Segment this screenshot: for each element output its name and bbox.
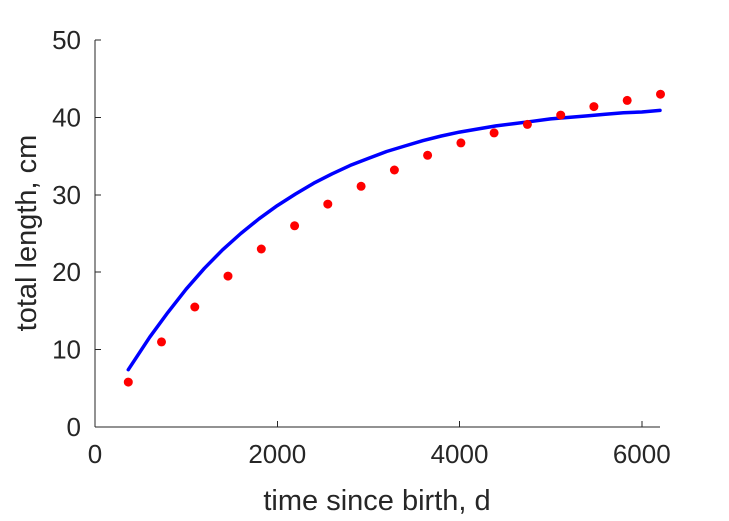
y-tick-label: 40 — [52, 102, 81, 132]
y-tick-label: 30 — [52, 180, 81, 210]
data-point — [589, 102, 599, 112]
data-point — [256, 244, 266, 254]
data-point — [157, 337, 166, 347]
y-tick-label: 10 — [52, 335, 81, 365]
data-point — [622, 95, 632, 105]
x-tick-label: 0 — [88, 439, 102, 469]
data-point — [489, 128, 499, 138]
data-point — [356, 181, 366, 191]
data-point — [423, 150, 433, 160]
x-tick-label: 2000 — [248, 439, 306, 469]
data-point — [290, 221, 300, 231]
x-tick-label: 4000 — [431, 439, 489, 469]
data-point — [223, 271, 233, 281]
y-tick-label: 50 — [52, 25, 81, 55]
data-point — [656, 89, 665, 99]
x-tick-label: 6000 — [613, 439, 671, 469]
data-point — [556, 110, 566, 120]
ticks: 0 2000 4000 6000 0 10 20 30 40 50 — [52, 25, 671, 469]
data-point — [522, 119, 532, 129]
data-point — [323, 199, 333, 209]
y-tick-label: 20 — [52, 257, 81, 287]
data-point — [123, 377, 133, 387]
data-point — [456, 138, 466, 148]
y-axis-label: total length, cm — [11, 135, 43, 332]
plot-area — [123, 89, 665, 387]
axes — [94, 40, 660, 428]
y-tick-label: 0 — [67, 412, 81, 442]
x-axis-label: time since birth, d — [263, 485, 490, 517]
data-point — [190, 302, 200, 312]
fit-curve-line — [126, 108, 662, 372]
data-point — [389, 165, 399, 175]
